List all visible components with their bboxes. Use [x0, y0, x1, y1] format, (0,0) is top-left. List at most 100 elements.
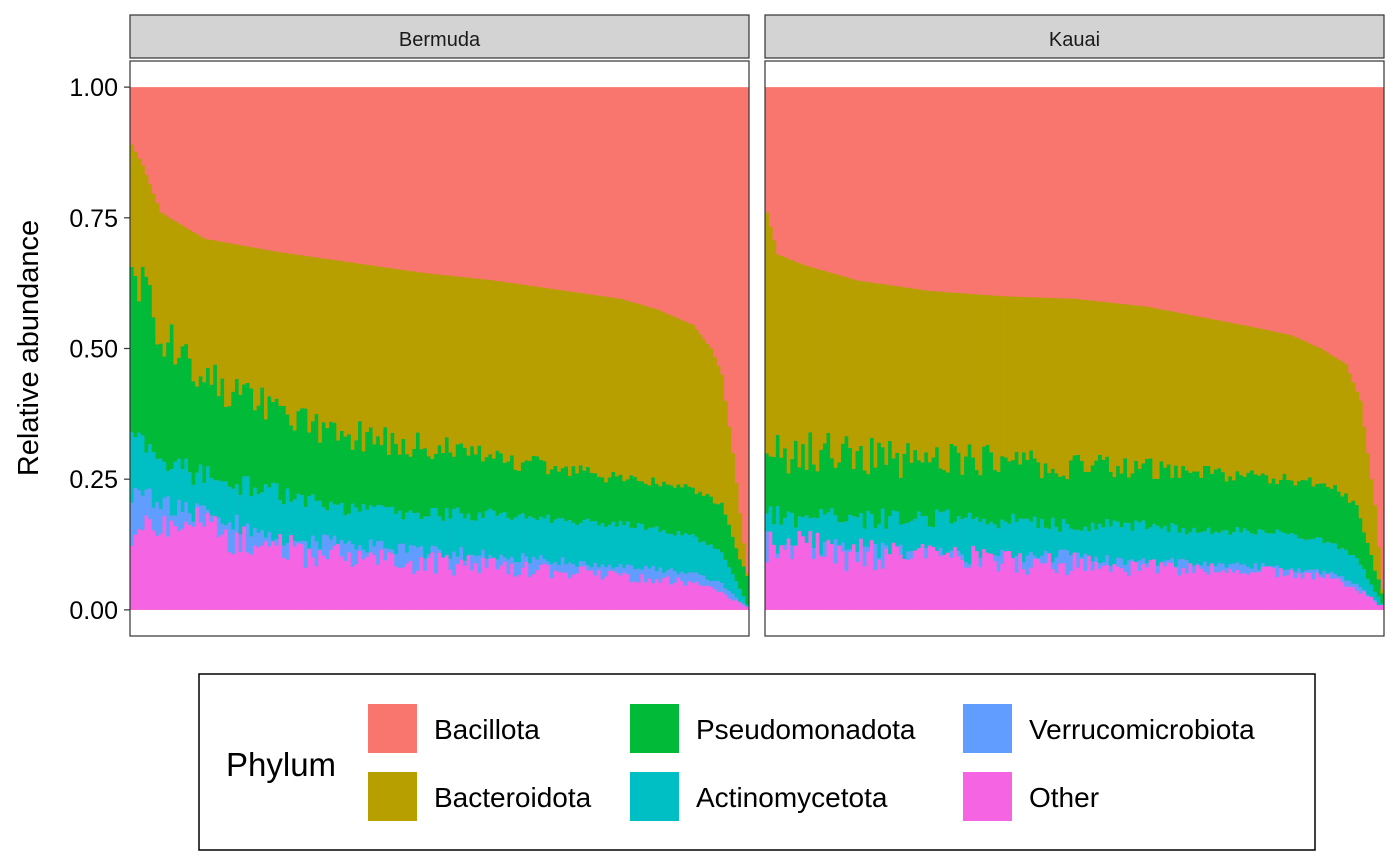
- bermuda-bar-151-bacteroidota: [676, 318, 681, 485]
- bermuda-bar-161-actinomycetota: [712, 548, 717, 581]
- kauai-bar-13-pseudomonadota: [812, 464, 817, 518]
- bermuda-bar-106-verrucomicrobiota: [513, 562, 518, 577]
- kauai-bar-59-other: [978, 567, 983, 610]
- kauai-bar-73-bacteroidota: [1029, 297, 1034, 451]
- bermuda-bar-154-bacteroidota: [687, 323, 692, 487]
- bermuda-bar-167-verrucomicrobiota: [734, 597, 739, 601]
- bermuda-bar-102-actinomycetota: [499, 513, 504, 555]
- bermuda-bar-50-verrucomicrobiota: [310, 535, 315, 558]
- kauai-bar-51-pseudomonadota: [949, 444, 954, 524]
- bermuda-bar-146-other: [658, 582, 663, 610]
- bermuda-bar-163-pseudomonadota: [720, 502, 725, 553]
- bermuda-bar-31-bacteroidota: [242, 245, 247, 385]
- kauai-bar-59-pseudomonadota: [978, 475, 983, 522]
- kauai-bar-79-bacteroidota: [1050, 298, 1055, 469]
- kauai-bar-109-pseudomonadota: [1159, 461, 1164, 529]
- kauai-bar-16-pseudomonadota: [822, 443, 827, 515]
- bermuda-bar-108-actinomycetota: [520, 513, 525, 554]
- bermuda-bar-10-pseudomonadota: [166, 342, 171, 471]
- kauai-bar-5-other: [783, 549, 788, 610]
- kauai-bar-21-pseudomonadota: [841, 443, 845, 523]
- bermuda-bar-1-verrucomicrobiota: [133, 488, 138, 535]
- bermuda-bar-3-other: [140, 530, 145, 610]
- bermuda-bar-11-actinomycetota: [169, 468, 174, 516]
- bermuda-bar-121-bacteroidota: [568, 291, 572, 476]
- kauai-bar-117-bacteroidota: [1188, 315, 1193, 473]
- kauai-bar-71-pseudomonadota: [1022, 452, 1026, 519]
- bermuda-bar-79-pseudomonadota: [415, 432, 420, 513]
- bermuda-bar-146-actinomycetota: [658, 531, 663, 568]
- bermuda-bar-6-verrucomicrobiota: [151, 507, 156, 531]
- bermuda-bar-78-verrucomicrobiota: [412, 545, 417, 575]
- kauai-bar-109-other: [1159, 562, 1164, 610]
- bermuda-bar-165-bacteroidota: [727, 426, 732, 525]
- bermuda-bar-1-bacteroidota: [133, 151, 138, 276]
- kauai-bar-54-bacteroidota: [960, 293, 965, 475]
- bermuda-bar-32-other: [245, 552, 250, 610]
- kauai-bar-45-actinomycetota: [927, 526, 932, 546]
- kauai-bar-165-actinomycetota: [1362, 569, 1367, 590]
- kauai-bar-144-pseudomonadota: [1286, 480, 1291, 535]
- bermuda-bar-4-verrucomicrobiota: [144, 489, 149, 516]
- bermuda-bar-96-actinomycetota: [477, 512, 482, 556]
- kauai-bar-25-other: [855, 561, 860, 610]
- bermuda-bar-112-other: [535, 570, 540, 610]
- bermuda-bar-116-verrucomicrobiota: [549, 564, 554, 579]
- kauai-bar-103-other: [1137, 571, 1142, 610]
- kauai-bar-147-actinomycetota: [1297, 537, 1302, 569]
- kauai-bar-130-verrucomicrobiota: [1235, 562, 1240, 570]
- bermuda-bar-111-verrucomicrobiota: [531, 556, 536, 575]
- bermuda-bar-6-actinomycetota: [151, 451, 156, 508]
- bermuda-bar-81-verrucomicrobiota: [423, 558, 428, 571]
- kauai-bar-83-actinomycetota: [1065, 523, 1070, 551]
- bermuda-bar-43-actinomycetota: [285, 488, 290, 544]
- y-tick-label-2: 0.50: [69, 336, 118, 364]
- bermuda-bar-136-pseudomonadota: [622, 481, 627, 526]
- kauai-bar-71-verrucomicrobiota: [1022, 562, 1026, 570]
- bermuda-bar-70-pseudomonadota: [383, 427, 388, 507]
- bermuda-bar-100-other: [491, 557, 496, 610]
- bermuda-bar-102-verrucomicrobiota: [499, 554, 504, 566]
- bermuda-bar-129-verrucomicrobiota: [596, 567, 601, 571]
- kauai-bar-162-pseudomonadota: [1351, 500, 1356, 555]
- kauai-bar-103-verrucomicrobiota: [1137, 560, 1142, 572]
- bermuda-bar-133-verrucomicrobiota: [611, 568, 616, 572]
- kauai-bar-69-actinomycetota: [1014, 521, 1019, 556]
- bermuda-bar-157-bacteroidota: [698, 334, 703, 492]
- kauai-bar-141-verrucomicrobiota: [1275, 565, 1280, 578]
- bermuda-bar-158-pseudomonadota: [701, 495, 706, 542]
- kauai-bar-147-bacteroidota: [1297, 338, 1302, 482]
- kauai-bar-69-bacteroidota: [1014, 296, 1019, 452]
- bermuda-bar-69-bacteroidota: [379, 266, 384, 446]
- kauai-bar-42-other: [917, 548, 922, 610]
- bermuda-bar-126-verrucomicrobiota: [586, 564, 591, 571]
- bermuda-bar-67-actinomycetota: [372, 507, 377, 547]
- bermuda-bar-118-pseudomonadota: [557, 471, 562, 518]
- bermuda-bar-138-verrucomicrobiota: [629, 565, 634, 583]
- kauai-bar-27-actinomycetota: [862, 528, 867, 547]
- kauai-bar-146-pseudomonadota: [1293, 485, 1298, 535]
- bermuda-bar-101-bacteroidota: [495, 281, 500, 451]
- bermuda-bar-43-other: [285, 559, 290, 610]
- kauai-bar-39-pseudomonadota: [906, 443, 911, 523]
- bermuda-bar-74-other: [397, 568, 402, 610]
- bermuda-bar-111-bacteroidota: [531, 286, 536, 456]
- bermuda-bar-139-verrucomicrobiota: [633, 569, 638, 582]
- bermuda-bar-131-actinomycetota: [604, 526, 609, 568]
- bermuda-bar-50-pseudomonadota: [310, 421, 315, 495]
- bermuda-bar-75-actinomycetota: [401, 519, 406, 544]
- bermuda-bar-38-verrucomicrobiota: [267, 532, 272, 547]
- kauai-bar-48-verrucomicrobiota: [938, 547, 943, 557]
- bermuda-bar-17-other: [191, 526, 196, 610]
- kauai-bar-116-other: [1184, 573, 1189, 610]
- kauai-bar-19-actinomycetota: [833, 515, 838, 540]
- kauai-bar-60-bacteroidota: [982, 294, 987, 447]
- kauai-bar-140-verrucomicrobiota: [1271, 566, 1276, 569]
- bermuda-bar-52-verrucomicrobiota: [318, 549, 323, 551]
- kauai-bar-38-actinomycetota: [902, 523, 907, 559]
- bermuda-bar-95-pseudomonadota: [473, 454, 478, 521]
- kauai-bar-89-other: [1087, 555, 1092, 610]
- bermuda-bar-106-bacteroidota: [513, 283, 518, 470]
- bermuda-bar-33-bacteroidota: [249, 247, 254, 389]
- bermuda-bar-2-bacteroidota: [137, 158, 142, 302]
